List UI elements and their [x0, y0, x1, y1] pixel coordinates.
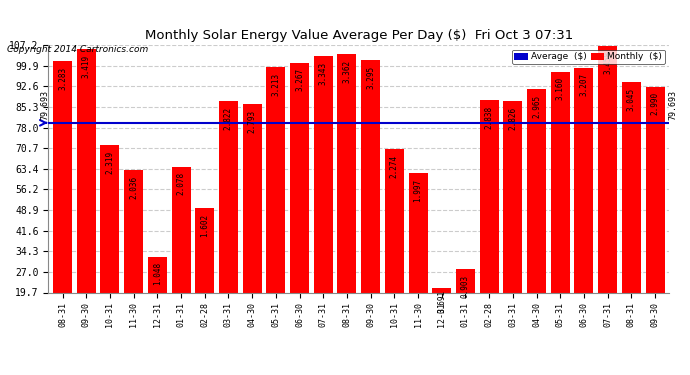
Bar [172, 166, 190, 348]
Text: 3.160: 3.160 [555, 77, 565, 101]
Bar [622, 82, 641, 348]
Text: 3.458: 3.458 [603, 51, 612, 74]
Text: 3.343: 3.343 [319, 62, 328, 84]
Text: 2.078: 2.078 [177, 172, 186, 195]
Text: 2.990: 2.990 [651, 92, 660, 116]
Bar [456, 269, 475, 348]
Text: 3.283: 3.283 [58, 66, 67, 90]
Text: 0.691: 0.691 [437, 290, 446, 313]
Bar [243, 104, 262, 348]
Bar [504, 101, 522, 348]
Bar [385, 149, 404, 348]
Bar [124, 170, 143, 348]
Text: 2.826: 2.826 [509, 106, 518, 130]
Text: 2.838: 2.838 [484, 105, 493, 129]
Text: 3.362: 3.362 [342, 59, 351, 82]
Title: Monthly Solar Energy Value Average Per Day ($)  Fri Oct 3 07:31: Monthly Solar Energy Value Average Per D… [145, 30, 573, 42]
Bar [314, 56, 333, 348]
Text: 3.207: 3.207 [580, 73, 589, 96]
Bar [148, 256, 167, 348]
Text: 2.965: 2.965 [532, 95, 541, 118]
Bar [290, 63, 309, 348]
Text: 79.693: 79.693 [41, 90, 50, 120]
Bar [432, 288, 451, 348]
Bar [361, 60, 380, 348]
Text: 1.602: 1.602 [200, 214, 209, 237]
Text: 3.045: 3.045 [627, 87, 636, 111]
Bar [77, 49, 96, 348]
Bar [195, 208, 214, 348]
Legend: Average  ($), Monthly  ($): Average ($), Monthly ($) [512, 50, 664, 64]
Text: 2.822: 2.822 [224, 107, 233, 130]
Text: 0.903: 0.903 [461, 275, 470, 298]
Text: 1.048: 1.048 [152, 262, 162, 285]
Text: 2.319: 2.319 [106, 151, 115, 174]
Text: 2.274: 2.274 [390, 155, 399, 178]
Bar [101, 146, 119, 348]
Bar [53, 61, 72, 348]
Bar [219, 101, 238, 348]
Bar [337, 54, 357, 348]
Text: 79.693: 79.693 [668, 90, 677, 120]
Text: 3.295: 3.295 [366, 66, 375, 89]
Bar [266, 68, 286, 348]
Text: 2.036: 2.036 [129, 176, 138, 199]
Bar [598, 46, 617, 348]
Text: 2.793: 2.793 [248, 110, 257, 133]
Bar [575, 68, 593, 348]
Text: 3.419: 3.419 [81, 55, 90, 78]
Bar [408, 173, 428, 348]
Text: 3.213: 3.213 [271, 73, 280, 96]
Bar [480, 100, 499, 348]
Bar [551, 72, 570, 348]
Text: 1.997: 1.997 [413, 179, 422, 202]
Bar [527, 89, 546, 348]
Text: 3.267: 3.267 [295, 68, 304, 92]
Bar [646, 87, 664, 348]
Text: Copyright 2014 Cartronics.com: Copyright 2014 Cartronics.com [7, 45, 148, 54]
